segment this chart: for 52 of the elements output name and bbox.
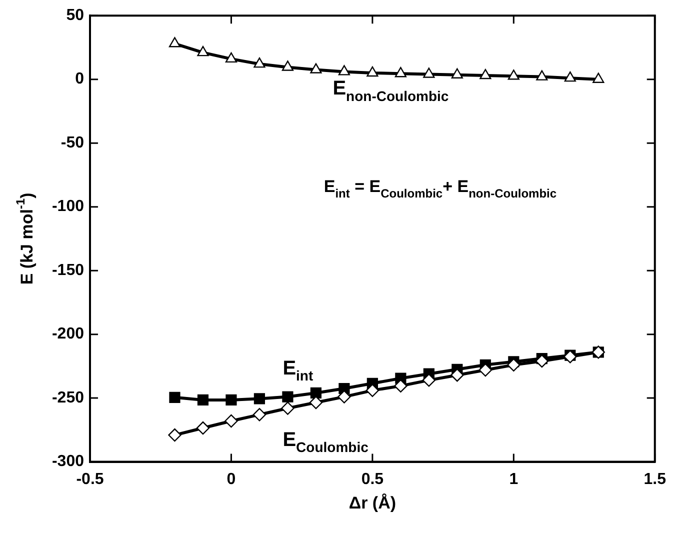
- point: [254, 393, 266, 404]
- point: [450, 368, 464, 382]
- y-tick-label: -250: [52, 389, 84, 406]
- point: [451, 68, 463, 78]
- y-tick-label: -200: [52, 326, 84, 343]
- point: [480, 68, 492, 80]
- point: [423, 68, 435, 78]
- y-tick-label: 50: [66, 7, 84, 24]
- point: [366, 66, 378, 77]
- point: [338, 65, 350, 76]
- y-tick-label: 0: [75, 70, 84, 88]
- point: [564, 350, 577, 364]
- point: [507, 358, 520, 372]
- point: [536, 70, 548, 80]
- y-tick-label: -50: [60, 134, 84, 152]
- point: [282, 391, 294, 402]
- point: [226, 394, 237, 406]
- point: [197, 394, 209, 406]
- point: [254, 57, 266, 68]
- point: [310, 387, 322, 399]
- point: [252, 408, 266, 422]
- x-tick-label: -0.5: [76, 470, 104, 488]
- point: [366, 384, 380, 398]
- point: [422, 374, 436, 387]
- point: [169, 392, 180, 403]
- y-tick-label: -300: [52, 453, 84, 470]
- point: [168, 428, 182, 442]
- point: [394, 67, 406, 78]
- point: [168, 37, 181, 48]
- point: [338, 390, 351, 404]
- point: [196, 421, 210, 435]
- point: [281, 402, 294, 415]
- x-tick-label: 0: [226, 470, 236, 488]
- y-tick-label: -150: [52, 262, 84, 279]
- x-tick-label: 1: [509, 470, 518, 488]
- point: [508, 70, 520, 80]
- x-tick-label: 1.5: [644, 470, 666, 488]
- point: [592, 72, 604, 83]
- point: [197, 46, 209, 56]
- point: [564, 71, 576, 82]
- x-axis-title: Δr (Å): [348, 493, 396, 512]
- point: [310, 63, 322, 74]
- point: [478, 363, 492, 377]
- point: [282, 60, 294, 71]
- point: [224, 414, 238, 428]
- y-tick-label: -100: [52, 198, 84, 216]
- point: [535, 354, 549, 368]
- y-axis-title: E (kJ mol-1): [14, 192, 37, 285]
- x-tick-label: 0.5: [361, 470, 384, 488]
- point: [309, 396, 323, 410]
- point: [394, 379, 408, 393]
- point: [225, 52, 238, 63]
